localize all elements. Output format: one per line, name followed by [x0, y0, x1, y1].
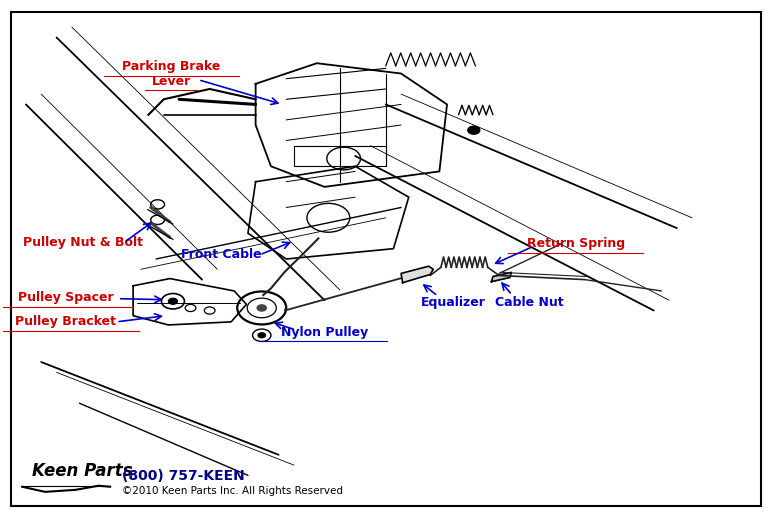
- Text: Keen Parts: Keen Parts: [32, 462, 132, 480]
- Circle shape: [258, 333, 266, 338]
- Text: (800) 757-KEEN: (800) 757-KEEN: [122, 469, 244, 483]
- Text: Return Spring: Return Spring: [527, 237, 624, 250]
- Text: Pulley Nut & Bolt: Pulley Nut & Bolt: [23, 236, 143, 249]
- Text: ©2010 Keen Parts Inc. All Rights Reserved: ©2010 Keen Parts Inc. All Rights Reserve…: [122, 486, 343, 496]
- Text: Cable Nut: Cable Nut: [495, 296, 564, 309]
- Polygon shape: [401, 266, 434, 283]
- Polygon shape: [491, 272, 511, 282]
- Circle shape: [467, 126, 480, 134]
- Text: Parking Brake
Lever: Parking Brake Lever: [122, 60, 220, 88]
- Text: Equalizer: Equalizer: [420, 296, 486, 309]
- Text: Pulley Spacer: Pulley Spacer: [18, 291, 113, 304]
- Text: Front Cable: Front Cable: [181, 248, 262, 262]
- Circle shape: [169, 298, 178, 305]
- Text: Pulley Bracket: Pulley Bracket: [15, 315, 116, 328]
- Circle shape: [257, 305, 266, 311]
- Text: Nylon Pulley: Nylon Pulley: [281, 326, 368, 339]
